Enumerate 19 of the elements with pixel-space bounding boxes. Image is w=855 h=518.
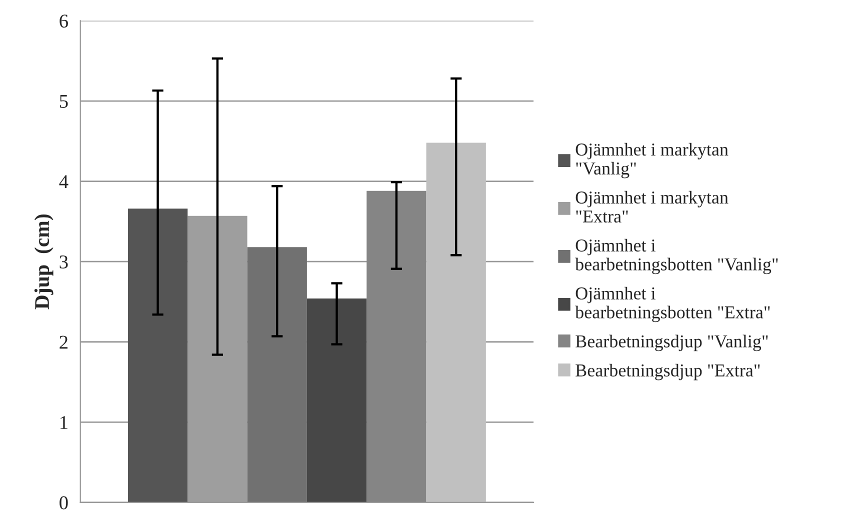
y-tick-label: 4 xyxy=(59,175,68,188)
y-tick-label: 2 xyxy=(60,336,68,349)
bar xyxy=(128,208,188,502)
bar xyxy=(426,142,486,502)
bar xyxy=(366,190,426,502)
bar xyxy=(247,247,307,502)
legend-label: Ojämnhet i bearbetningsbotten "Vanlig" xyxy=(575,238,778,274)
legend-label: Ojämnhet i markytan "Vanlig" xyxy=(576,142,728,178)
y-tick-label: 1 xyxy=(60,416,68,429)
y-axis-title: Djup (cm) xyxy=(34,214,54,310)
y-tick-label: 5 xyxy=(60,95,68,108)
y-tick-label: 6 xyxy=(60,14,68,28)
y-tick-label: 0 xyxy=(60,496,68,510)
y-tick-label: 3 xyxy=(60,255,68,269)
legend-label: Bearbetningsdjup "Extra" xyxy=(576,364,760,380)
legend-label: Ojämnhet i bearbetningsbotten "Extra" xyxy=(575,286,770,322)
legend-label: Bearbetningsdjup "Vanlig" xyxy=(576,334,768,352)
legend-label: Ojämnhet i markytan "Extra" xyxy=(576,190,728,223)
bar xyxy=(306,298,367,502)
